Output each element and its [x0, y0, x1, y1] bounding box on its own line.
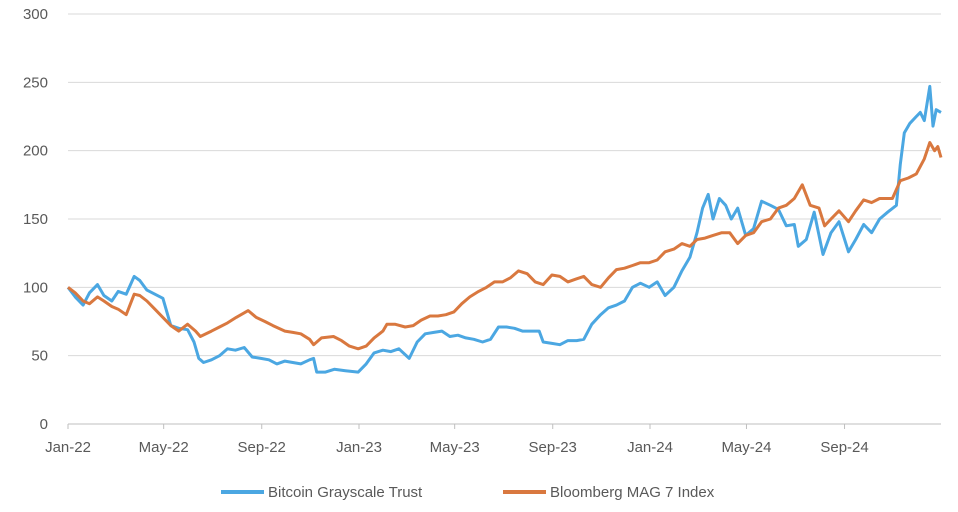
gridlines: [68, 13, 941, 357]
x-tick-label: Sep-22: [238, 439, 286, 456]
series-lines: [66, 84, 943, 374]
series-line-bloomberg-mag-7-index: [67, 141, 943, 351]
x-tick-label: Jan-22: [45, 439, 91, 456]
x-tick-label: Sep-23: [529, 439, 577, 456]
x-tick-label: May-22: [139, 439, 189, 456]
y-tick-label: 100: [23, 279, 48, 296]
x-tick-label: May-23: [430, 439, 480, 456]
legend-label-bitcoin-grayscale-trust: Bitcoin Grayscale Trust: [268, 484, 423, 501]
x-tick-label: Sep-24: [820, 439, 868, 456]
x-axis: [67, 423, 941, 429]
x-axis-tick-labels: Jan-22 May-22 Sep-22 Jan-23 May-23 Sep-23 Jan-…: [45, 439, 869, 456]
series-line-bitcoin-grayscale-trust: [66, 84, 942, 374]
x-tick-label: Jan-24: [627, 439, 673, 456]
y-axis-tick-labels: 0 50 100 150 200 250 300: [23, 6, 48, 433]
x-tick-label: May-24: [721, 439, 771, 456]
x-tick-label: Jan-23: [336, 439, 382, 456]
y-tick-label: 250: [23, 74, 48, 91]
legend-label-bloomberg-mag-7-index: Bloomberg MAG 7 Index: [550, 484, 715, 501]
y-tick-label: 300: [23, 6, 48, 23]
y-tick-label: 200: [23, 143, 48, 160]
y-tick-label: 0: [40, 416, 48, 433]
y-tick-label: 50: [31, 348, 48, 365]
y-tick-label: 150: [23, 211, 48, 228]
legend: Bitcoin Grayscale Trust Bloomberg MAG 7 …: [221, 484, 715, 501]
